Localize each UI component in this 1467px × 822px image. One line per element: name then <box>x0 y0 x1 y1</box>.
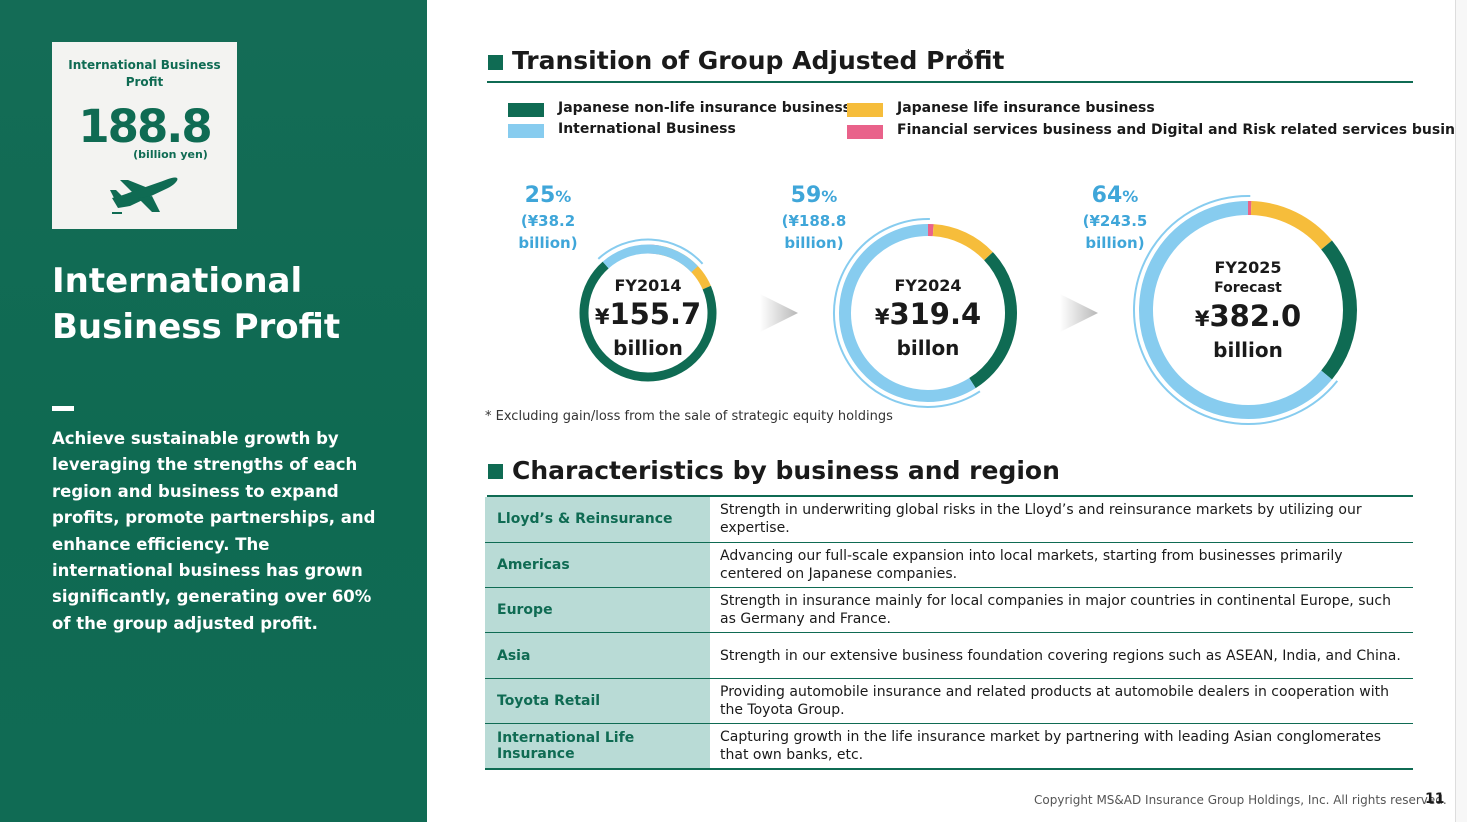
kpi-value: 188.8 <box>78 100 212 153</box>
section-title-characteristics: Characteristics by business and region <box>512 456 1060 485</box>
page-number: 11 <box>1425 791 1445 807</box>
left-body-text: Achieve sustainable growth by leveraging… <box>52 429 376 633</box>
share-label-fy2014: 25% (¥38.2 billion) <box>508 183 588 254</box>
donut-segment-life <box>1250 201 1332 250</box>
region-name: Toyota Retail <box>485 678 710 724</box>
square-bullet-icon <box>488 55 503 70</box>
arrow-right-icon <box>760 294 798 332</box>
share-highlight-arc <box>597 238 704 265</box>
share-amount: (¥188.8 <box>781 212 847 230</box>
kpi-unit: (billion yen) <box>133 148 208 161</box>
share-percent: 64% <box>1091 183 1139 208</box>
section-heading-characteristics: Characteristics by business and region <box>487 454 1413 497</box>
share-amount: (¥38.2 <box>520 212 576 230</box>
region-description: Strength in our extensive business found… <box>710 632 1413 679</box>
legend-label: International Business <box>558 121 736 137</box>
table-row: Americas Advancing our full-scale expans… <box>485 542 1413 589</box>
donut-chart <box>579 195 1357 425</box>
share-label-fy2025: 64% (¥243.5 billion) <box>1075 183 1155 254</box>
donut-fy2025 <box>1133 195 1357 425</box>
donut-unit: billon <box>896 336 960 360</box>
share-highlight-arc <box>833 218 981 408</box>
share-amount: billion) <box>518 234 578 252</box>
divider <box>52 406 74 411</box>
region-table: Lloyd’s & Reinsurance Strength in underw… <box>485 497 1413 770</box>
airplane-icon <box>110 177 178 214</box>
donut-segment-international <box>1139 201 1332 419</box>
donut-fy2014 <box>579 238 717 382</box>
donut-period: FY2025 <box>1214 258 1282 277</box>
scrollbar[interactable] <box>1455 0 1467 822</box>
share-amount: (¥243.5 <box>1082 212 1148 230</box>
donut-center-fy2024: FY2024 ¥319.4 billon <box>868 276 988 361</box>
share-amount: billion) <box>1085 234 1145 252</box>
square-bullet-icon <box>488 464 503 479</box>
region-name: Lloyd’s & Reinsurance <box>485 497 710 543</box>
kpi-card: International Business Profit 188.8 (bil… <box>52 42 237 229</box>
legend-swatch <box>847 125 883 139</box>
donut-total: ¥382.0 <box>1194 299 1302 333</box>
region-description: Strength in insurance mainly for local c… <box>710 587 1413 634</box>
footnote: * Excluding gain/loss from the sale of s… <box>485 409 893 424</box>
left-panel: International Business Profit 188.8 (bil… <box>0 0 427 822</box>
region-name: Europe <box>485 587 710 634</box>
donut-total: ¥155.7 <box>594 297 702 331</box>
donut-subtitle: Forecast <box>1214 280 1282 296</box>
donut-center-fy2014: FY2014 ¥155.7 billion <box>588 276 708 361</box>
left-title: International Business Profit <box>52 261 341 347</box>
donut-segment-nonlife <box>969 252 1017 389</box>
donut-segment-international <box>602 244 698 273</box>
donut-center-fy2025: FY2025 Forecast ¥382.0 billion <box>1183 258 1313 363</box>
section-heading-profit: Transition of Group Adjusted Profit * <box>487 44 1413 83</box>
donut-period: FY2024 <box>894 276 962 295</box>
share-highlight-arc <box>1133 195 1339 425</box>
table-row: Lloyd’s & Reinsurance Strength in underw… <box>485 497 1413 543</box>
table-row: Toyota Retail Providing automobile insur… <box>485 678 1413 724</box>
share-amount: billion) <box>784 234 844 252</box>
donut-unit: billion <box>1213 338 1283 362</box>
share-label-fy2024: 59% (¥188.8 billion) <box>774 183 854 254</box>
region-description: Strength in underwriting global risks in… <box>710 497 1413 543</box>
legend-swatch <box>508 103 544 117</box>
donut-segment-life <box>932 224 993 261</box>
legend-label: Financial services business and Digital … <box>897 122 1467 138</box>
donut-segment-international <box>839 224 976 402</box>
donut-segment-nonlife <box>1321 240 1357 380</box>
section-title-profit: Transition of Group Adjusted Profit <box>512 46 1005 75</box>
region-description: Advancing our full-scale expansion into … <box>710 542 1413 589</box>
region-name: Asia <box>485 632 710 679</box>
share-percent: 25% <box>524 183 572 208</box>
donut-unit: billion <box>613 336 683 360</box>
legend-swatch <box>508 124 544 138</box>
region-description: Providing automobile insurance and relat… <box>710 678 1413 724</box>
legend-label: Japanese non-life insurance business <box>558 100 852 116</box>
region-name: Americas <box>485 542 710 589</box>
region-name: International Life Insurance <box>485 723 710 770</box>
table-row: Asia Strength in our extensive business … <box>485 632 1413 679</box>
copyright: Copyright MS&AD Insurance Group Holdings… <box>1034 793 1447 807</box>
table-row: Europe Strength in insurance mainly for … <box>485 587 1413 634</box>
table-row: International Life Insurance Capturing g… <box>485 723 1413 770</box>
donut-total: ¥319.4 <box>874 297 982 331</box>
donut-fy2024 <box>833 218 1017 408</box>
legend-label: Japanese life insurance business <box>897 100 1155 116</box>
kpi-label: International Business Profit <box>68 58 221 89</box>
arrow-right-icon <box>1060 294 1098 332</box>
donut-segment-nonlife <box>579 261 717 382</box>
footnote-mark: * <box>965 48 972 63</box>
region-description: Capturing growth in the life insurance m… <box>710 723 1413 770</box>
share-percent: 59% <box>790 183 838 208</box>
legend-swatch <box>847 103 883 117</box>
donut-period: FY2014 <box>614 276 682 295</box>
